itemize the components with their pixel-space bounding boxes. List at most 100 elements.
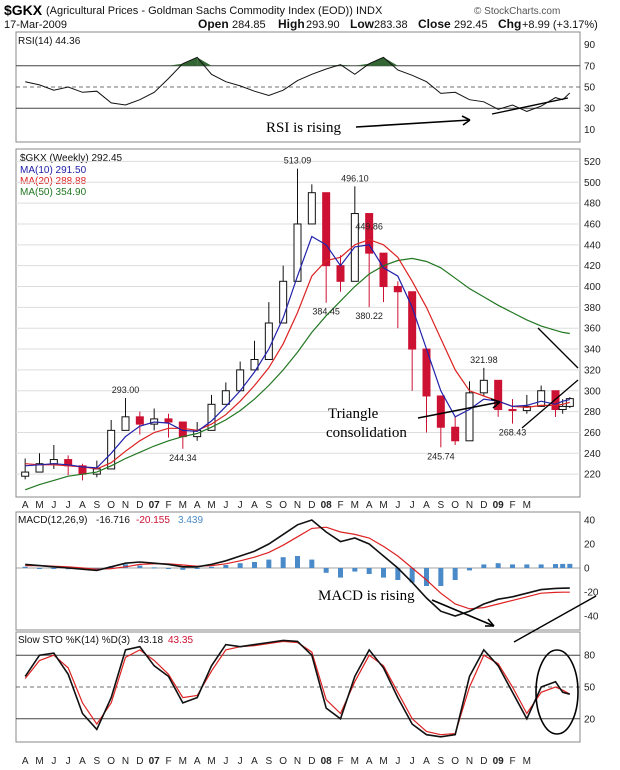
peak-label: 496.10 — [341, 173, 369, 183]
price-x-tick-label: A — [22, 500, 29, 511]
rsi-axis-tick-10: 10 — [584, 125, 596, 136]
price-x-tick-label: F — [165, 500, 171, 511]
price-x-tick-label: S — [265, 500, 272, 511]
candle-body — [465, 392, 474, 442]
sto-x-tick-label: A — [22, 756, 29, 767]
candle-body — [451, 426, 460, 442]
sto-x-tick-label: A — [79, 756, 86, 767]
sto-x-tick-label: M — [351, 756, 359, 767]
price-axis-tick-520: 520 — [584, 157, 601, 168]
price-x-tick-label: A — [79, 500, 86, 511]
sto-k-line — [24, 639, 571, 738]
price-legend-main: $GKX (Weekly) 292.45 — [20, 153, 123, 164]
sto-x-tick-label: N — [466, 756, 473, 767]
sto-d-value: 43.35 — [168, 635, 193, 646]
macd-histogram-bar — [266, 559, 272, 568]
macd-histogram-bar — [424, 568, 429, 586]
candle-body — [537, 390, 546, 407]
macd-histogram-bar — [51, 568, 57, 569]
triangle-text-1: Triangle — [328, 406, 379, 422]
price-x-tick-label: D — [136, 500, 143, 511]
chg-value: +8.99 (+3.17%) — [522, 19, 598, 31]
peak-label: 268.43 — [499, 428, 527, 438]
ma50-line — [24, 257, 570, 491]
candle-body — [322, 192, 331, 267]
price-axis-tick-220: 220 — [584, 470, 601, 481]
price-x-tick-label: O — [107, 500, 115, 511]
candle-body — [164, 418, 173, 423]
price-axis-tick-400: 400 — [584, 282, 601, 293]
macd-trend-line — [513, 595, 597, 643]
sto-x-tick-label: 08 — [321, 756, 333, 767]
rsi-overbought-fill — [197, 57, 212, 66]
price-x-tick-label: J — [66, 500, 71, 511]
sto-x-tick-label: N — [294, 756, 301, 767]
candle-body — [436, 395, 445, 428]
macd-histogram-bar — [352, 568, 358, 572]
triangle-arrow-head — [490, 398, 501, 409]
candle-body — [293, 223, 302, 282]
rsi-legend: RSI(14) 44.36 — [18, 36, 81, 47]
candle-body — [336, 265, 345, 282]
sto-x-tick-label: M — [379, 756, 387, 767]
rsi-annotation: RSI is rising — [266, 97, 569, 136]
ma20-legend: MA(20) 288.88 — [20, 176, 87, 187]
price-layer: 220 240 260 280 300 320 340 360 380 400 420 440 460 4… — [16, 156, 601, 491]
rsi-layer: 10 30 50 70 90 — [16, 40, 596, 136]
price-x-tick-label: D — [308, 500, 315, 511]
macd-histogram-bar — [237, 563, 243, 568]
rsi-axis-tick-30: 30 — [584, 104, 596, 115]
sto-x-tick-label: D — [308, 756, 315, 767]
macd-histogram-bar — [151, 567, 157, 569]
sto-x-tick-label: J — [238, 756, 243, 767]
price-x-tick-label: F — [509, 500, 515, 511]
macd-axis-tick-20: 20 — [584, 540, 596, 551]
price-axis-tick-480: 480 — [584, 199, 601, 210]
sto-x-tick-label: F — [165, 756, 171, 767]
chg-label: Chg — [498, 17, 521, 31]
macd-histogram-bar — [252, 562, 257, 568]
macd-histogram-bar — [209, 566, 214, 568]
price-x-tick-label: N — [466, 500, 473, 511]
macd-legend-value: -16.716 — [96, 515, 130, 526]
macd-histogram-bar — [295, 556, 300, 568]
low-label: Low — [350, 17, 375, 31]
sto-layer: 20 50 80 — [16, 639, 596, 738]
triangle-annotation: Triangle consolidation — [326, 327, 579, 441]
macd-annotation: MACD is rising — [318, 588, 597, 643]
sto-x-tick-label: A — [366, 756, 373, 767]
price-x-tick-label: N — [294, 500, 301, 511]
triangle-upper-line — [537, 327, 579, 369]
sto-x-tick-label: M — [35, 756, 43, 767]
macd-arrow-line — [431, 599, 495, 627]
sto-x-tick-label: M — [179, 756, 187, 767]
price-axis-tick-500: 500 — [584, 178, 601, 189]
price-axis-tick-460: 460 — [584, 219, 601, 230]
triangle-text-2: consolidation — [326, 425, 407, 441]
low-value: 283.38 — [374, 19, 408, 31]
candle-body — [221, 390, 230, 405]
ohlc-summary: Open 284.85 High 293.90 Low 283.38 Close… — [198, 17, 598, 31]
macd-histogram-bar — [510, 564, 515, 568]
macd-histogram-bar — [180, 568, 186, 570]
sto-x-tick-label: S — [265, 756, 272, 767]
price-x-tick-label: J — [51, 500, 56, 511]
macd-histogram-bar — [338, 568, 343, 578]
sto-x-tick-label: 09 — [493, 756, 505, 767]
price-x-tick-label: J — [238, 500, 243, 511]
sto-x-tick-label: S — [93, 756, 100, 767]
sto-x-tick-label: D — [480, 756, 487, 767]
peak-label: 245.74 — [427, 451, 455, 461]
sto-x-tick-label: A — [251, 756, 258, 767]
price-x-tick-label: M — [351, 500, 359, 511]
price-axis-tick-320: 320 — [584, 365, 601, 376]
triangle-lower-line — [521, 379, 579, 429]
rsi-arrow-line — [355, 119, 471, 128]
candle-body — [35, 463, 44, 473]
sto-x-tick-label: J — [51, 756, 56, 767]
macd-histogram-bar — [481, 564, 487, 568]
macd-axis-tick-0: 0 — [584, 564, 590, 575]
sto-annotation — [535, 649, 579, 735]
macd-histogram-bar — [567, 563, 573, 568]
